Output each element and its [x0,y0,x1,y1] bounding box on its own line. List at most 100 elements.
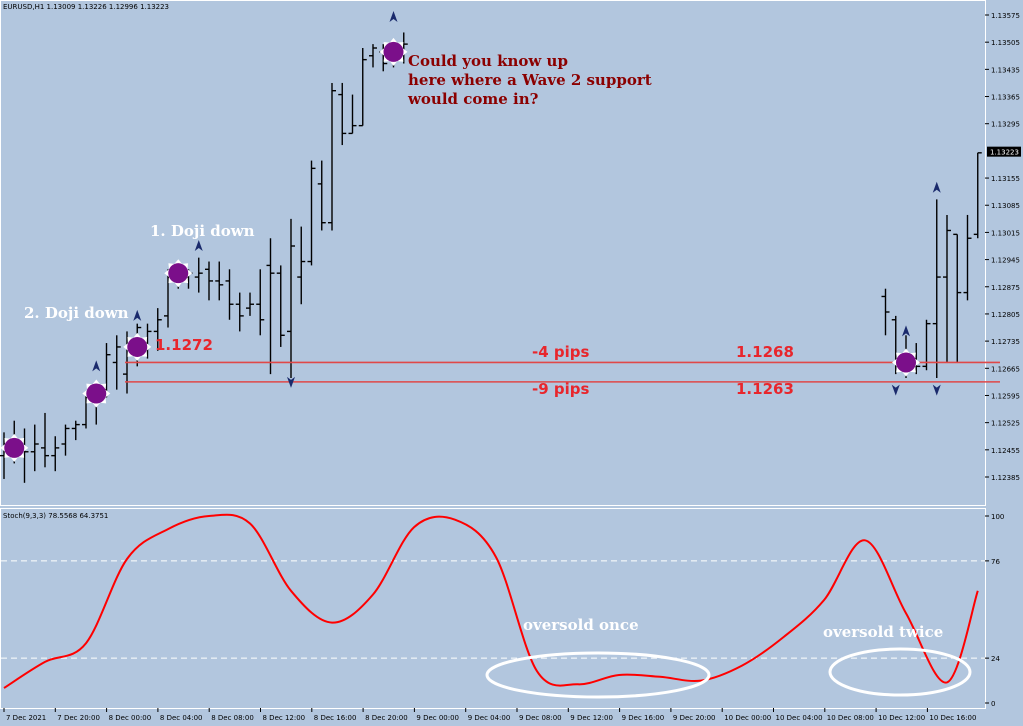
price-tick-label: 1.12385 [991,474,1020,482]
time-tick-label: 8 Dec 00:00 [109,714,152,722]
ohlc-bar [235,292,244,332]
time-tick-label: 8 Dec 08:00 [211,714,254,722]
doji-marker [82,379,111,408]
signal-arrows [92,10,941,396]
stoch-tick-label: 24 [991,655,1000,663]
pips-label-4: -4 pips [532,343,590,361]
price-tick-label: 1.13505 [991,39,1020,47]
ohlc-bar [205,261,213,301]
price-axis: 1.13575 1.13505 1.13435 1.13365 1.13295 1.132… [985,12,1021,482]
time-tick-label: 10 Dec 12:00 [878,714,925,722]
price-pane-border [0,0,986,506]
time-tick-label: 9 Dec 00:00 [416,714,459,722]
doji-dot [168,263,189,284]
price-tick-label: 1.13365 [991,94,1020,102]
up-arrow [932,181,941,193]
price-tick-label: 1.12595 [991,392,1020,400]
up-arrow [92,360,101,372]
time-tick-label: 9 Dec 08:00 [519,714,562,722]
stoch-tick-label: 76 [991,558,1000,566]
price-tick-label: 1.12945 [991,257,1020,265]
doji-dot [86,383,107,404]
time-tick-label: 8 Dec 20:00 [365,714,408,722]
price-label-1272: 1.1272 [155,336,213,354]
stoch-tick-label: 100 [991,513,1004,521]
ohlc-bar [246,292,254,316]
up-arrow [389,10,398,22]
ohlc-bar [30,424,39,472]
stochastic-line [3,513,979,689]
up-arrow [194,240,203,251]
down-arrow [287,376,295,388]
ohlc-bar [953,233,962,363]
ohlc-bar [328,82,336,231]
price-tick-label: 1.13015 [991,229,1020,237]
question-line-2: here where a Wave 2 support [408,71,652,89]
time-tick-label: 9 Dec 16:00 [622,714,665,722]
level-label-1263: 1.1263 [736,380,794,398]
oversold-once-label: oversold once [523,616,639,634]
price-tick-label: 1.13435 [991,66,1020,74]
doji-marker [123,332,152,361]
time-axis: 7 Dec 2021 7 Dec 20:00 8 Dec 00:00 8 Dec 04… [3,708,976,722]
ohlc-bar [348,94,357,135]
oversold-twice-ellipse [828,647,972,697]
price-tick-label: 1.12875 [991,284,1020,292]
up-arrow [133,309,142,321]
symbol-header: EURUSD,H1 1.13009 1.13226 1.12996 1.1322… [3,3,169,11]
ohlc-bar [943,214,951,363]
price-tick-label: 1.12805 [991,311,1020,319]
doji-dot [383,41,404,62]
price-tick-label: 1.13575 [991,12,1020,20]
doji-dot [896,352,916,373]
price-tick-label: 1.12455 [991,447,1020,455]
price-tick-label: 1.13155 [991,175,1020,183]
time-tick-label: 7 Dec 2021 [6,714,46,722]
time-tick-label: 10 Dec 00:00 [724,714,771,722]
down-arrow [932,384,941,396]
time-tick-label: 8 Dec 04:00 [160,714,203,722]
ohlc-bar [973,152,982,239]
ohlc-bar [61,424,70,456]
stochastic-levels [1,560,985,659]
ohlc-bar [287,218,295,378]
ohlc-bar [317,160,326,231]
ohlc-bar [225,269,234,320]
question-line-1: Could you know up [408,52,568,70]
ohlc-bar [194,257,203,293]
ohlc-bar [276,265,285,347]
down-arrow [891,384,900,396]
stochastic-pane[interactable]: Stoch(9,3,3) 78.5568 64.3751 oversold on… [0,508,1005,709]
ohlc-bar [153,308,162,351]
doji-marker [892,348,920,377]
ohlc-bar [256,269,265,336]
ohlc-bar [41,412,49,468]
ohlc-bar [266,238,275,375]
ohlc-bar [297,226,306,305]
oversold-twice-label: oversold twice [823,623,943,641]
up-arrow [902,325,910,337]
time-tick-label: 8 Dec 12:00 [263,714,306,722]
price-pane[interactable]: EURUSD,H1 1.13009 1.13226 1.12996 1.1322… [0,0,1021,506]
ohlc-bar [71,420,80,441]
time-tick-label: 9 Dec 20:00 [673,714,716,722]
doji-marker [164,259,193,288]
ohlc-bar [963,214,972,301]
ohlc-bar [358,48,367,127]
current-price-label: 1.13223 [990,149,1019,157]
question-line-3: would come in? [407,90,539,108]
doji-label-2: 2. Doji down [24,304,129,322]
ohlc-bar [307,160,316,266]
doji-label-1: 1. Doji down [150,222,255,240]
stoch-tick-label: 0 [991,700,995,708]
ohlc-bar [881,288,890,336]
oversold-once-ellipse [485,651,711,699]
time-tick-label: 9 Dec 04:00 [468,714,511,722]
time-tick-label: 7 Dec 20:00 [57,714,100,722]
time-tick-label: 10 Dec 04:00 [776,714,823,722]
doji-dot [4,437,25,458]
time-tick-label: 8 Dec 16:00 [314,714,357,722]
price-tick-label: 1.13085 [991,202,1020,210]
price-tick-label: 1.12525 [991,420,1020,428]
